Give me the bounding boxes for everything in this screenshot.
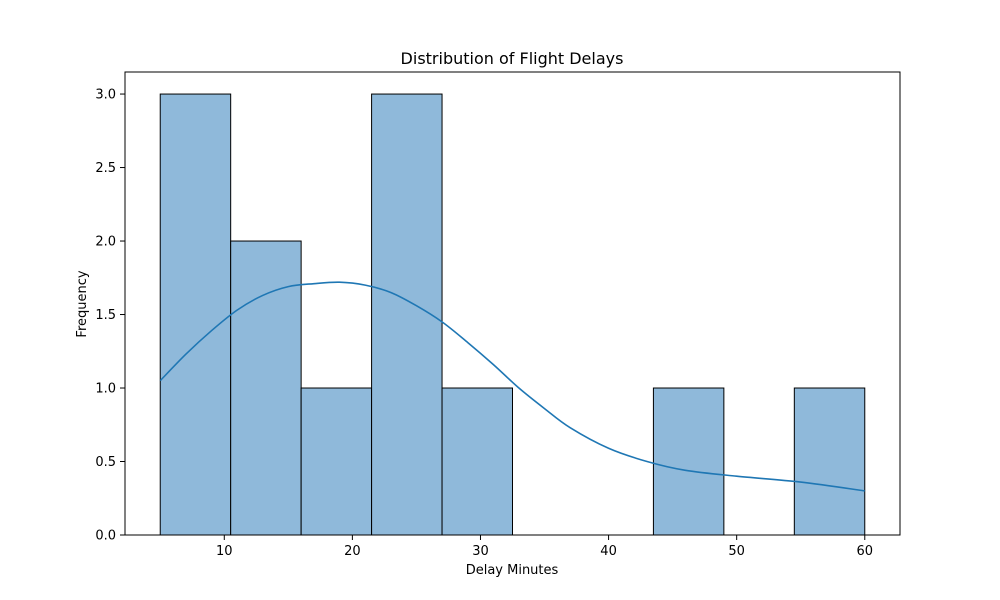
histogram-bar-7 xyxy=(652,387,725,536)
x-tick-label: 20 xyxy=(344,544,361,559)
x-tick-label: 50 xyxy=(728,544,745,559)
x-tick-label: 30 xyxy=(472,544,489,559)
y-axis-ticks: 0.0 0.5 1.0 1.5 2.0 2.5 3.0 xyxy=(95,88,125,544)
y-tick-label: 0.5 xyxy=(95,455,116,470)
kde-curve xyxy=(159,281,865,492)
y-tick-label: 1.5 xyxy=(95,308,116,323)
x-axis-label: Delay Minutes xyxy=(466,563,559,578)
x-tick-label: 60 xyxy=(856,544,873,559)
histogram-bar-4 xyxy=(441,387,513,536)
x-tick-label: 40 xyxy=(600,544,617,559)
y-tick-label: 2.0 xyxy=(95,235,116,250)
histogram-bar-2 xyxy=(300,387,373,536)
histogram-bar-0 xyxy=(159,93,232,536)
y-tick-label: 1.0 xyxy=(95,382,116,397)
x-axis-ticks: 10 20 30 40 50 60 xyxy=(216,535,873,559)
y-tick-label: 3.0 xyxy=(95,88,116,103)
bars-group xyxy=(159,93,866,536)
plot-frame xyxy=(124,71,901,536)
histogram-bar-9 xyxy=(793,387,866,536)
histogram-bar-1 xyxy=(230,240,302,536)
y-tick-label: 0.0 xyxy=(95,529,116,544)
x-tick-label: 10 xyxy=(216,544,233,559)
y-axis-label: Frequency xyxy=(75,270,90,337)
y-tick-label: 2.5 xyxy=(95,161,116,176)
chart-title: Distribution of Flight Delays xyxy=(401,49,624,68)
